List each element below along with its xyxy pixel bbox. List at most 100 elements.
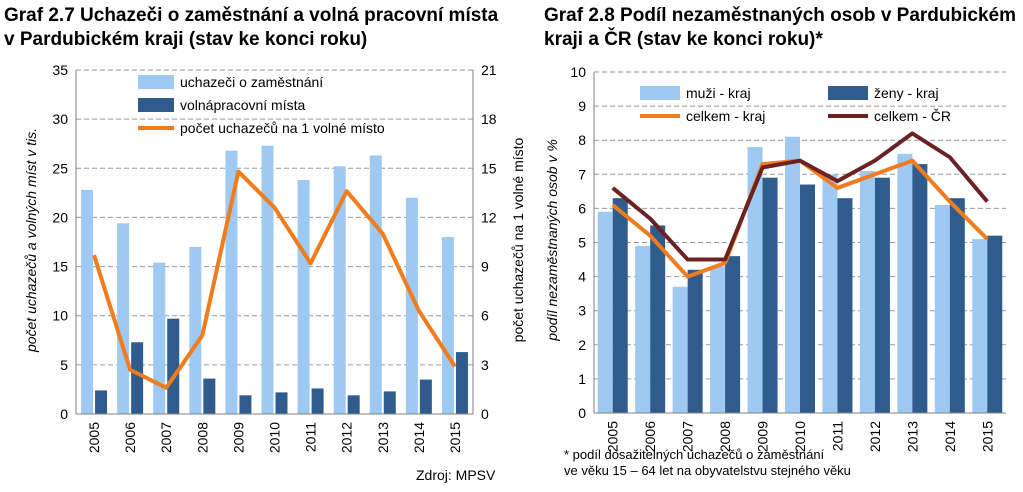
chart2-xtick: 2012 bbox=[867, 421, 883, 452]
chart1-ytick-left: 20 bbox=[52, 209, 68, 225]
source-note: Zdroj: MPSV bbox=[416, 467, 496, 483]
chart1-ytick-left: 5 bbox=[60, 357, 68, 373]
chart2-bar-muzi bbox=[635, 245, 651, 413]
chart2-bar-muzi bbox=[934, 204, 950, 413]
chart2-ytick: 4 bbox=[578, 269, 586, 285]
chart1-xtick: 2015 bbox=[447, 422, 463, 453]
chart1-ytick-left: 35 bbox=[52, 62, 68, 78]
chart2-ytick: 5 bbox=[578, 235, 586, 251]
footnote-line-1: * podíl dosažitelných uchazečů o zaměstn… bbox=[564, 447, 825, 462]
chart1-ytick-right: 15 bbox=[481, 160, 497, 176]
chart2-legend-muzi: muži - kraj bbox=[686, 85, 751, 101]
chart2-bar-muzi bbox=[747, 147, 763, 413]
chart2-bar-muzi bbox=[597, 211, 613, 413]
chart1-ytick-right: 12 bbox=[481, 209, 497, 225]
chart2-bar-muzi bbox=[822, 174, 838, 413]
chart2-bar-zeny bbox=[837, 198, 853, 413]
chart1-bar-uchazeci bbox=[405, 197, 418, 414]
chart1-bar-volna-mista bbox=[95, 390, 108, 414]
chart1-xtick: 2012 bbox=[339, 422, 355, 453]
chart2-legend-swatch-muzi bbox=[640, 86, 680, 100]
chart1-bar-volna-mista bbox=[455, 352, 468, 414]
chart2-xtick: 2008 bbox=[717, 421, 733, 452]
chart2-bar-zeny bbox=[687, 269, 703, 413]
chart2-legend-celkem-cr: celkem - ČR bbox=[874, 108, 951, 124]
chart1-bar-volna-mista bbox=[347, 395, 360, 414]
chart1-xtick: 2009 bbox=[230, 422, 246, 453]
chart2-bar-zeny bbox=[762, 177, 778, 413]
chart2-ylabel: podíl nezaměstnaných osob v % bbox=[544, 139, 560, 342]
chart1-ytick-left: 15 bbox=[52, 259, 68, 275]
chart2-bar-zeny bbox=[612, 198, 628, 413]
chart1-legend-swatch-volna bbox=[138, 98, 174, 112]
chart2-ytick: 10 bbox=[570, 64, 586, 80]
chart2-bar-zeny bbox=[874, 177, 890, 413]
chart1-legend-uchazeci: uchazeči o zaměstnání bbox=[180, 74, 323, 90]
chart2-xtick: 2015 bbox=[979, 421, 995, 452]
chart1-xtick: 2014 bbox=[411, 422, 427, 453]
chart1-ytick-right: 21 bbox=[481, 62, 497, 78]
chart1-bar-volna-mista bbox=[419, 379, 432, 414]
chart1-bar-volna-mista bbox=[239, 395, 252, 414]
chart1-ytick-right: 3 bbox=[481, 357, 489, 373]
chart1-bar-volna-mista bbox=[131, 342, 144, 414]
chart1-bar-volna-mista bbox=[311, 388, 324, 414]
chart2-legend-celkem-kraj: celkem - kraj bbox=[686, 108, 765, 124]
chart1-bar-volna-mista bbox=[275, 392, 288, 414]
chart1-title: Graf 2.7 Uchazeči o zaměstnání a volná p… bbox=[4, 5, 499, 50]
chart1-bar-uchazeci bbox=[117, 223, 130, 414]
chart2-xtick: 2006 bbox=[642, 421, 658, 452]
chart1-legend-swatch-uchazeci bbox=[138, 75, 174, 89]
chart1-xtick: 2008 bbox=[194, 422, 210, 453]
footnote-line-2: ve věku 15 – 64 let na obyvatelstvu stej… bbox=[564, 463, 851, 478]
chart2-bar-muzi bbox=[785, 136, 800, 414]
chart1-xtick: 2010 bbox=[267, 422, 283, 453]
chart1-bar-uchazeci bbox=[153, 262, 166, 414]
chart1-bar-volna-mista bbox=[203, 378, 216, 414]
chart1-bar-uchazeci bbox=[333, 166, 346, 414]
chart1-bar-volna-mista bbox=[383, 391, 396, 414]
chart2-ytick: 3 bbox=[578, 303, 586, 319]
chart2-ytick: 2 bbox=[578, 337, 586, 353]
chart1-bar-uchazeci bbox=[81, 189, 94, 414]
chart2-bar-zeny bbox=[650, 225, 666, 413]
chart2-legend-swatch-zeny bbox=[828, 86, 868, 100]
chart2-xtick: 2011 bbox=[829, 421, 845, 451]
chart2-bar-zeny bbox=[912, 164, 928, 413]
chart2-xtick: 2010 bbox=[792, 421, 808, 452]
chart2-bar-muzi bbox=[972, 239, 988, 413]
chart2-ytick: 9 bbox=[578, 98, 586, 114]
chart2-bar-muzi bbox=[859, 170, 875, 413]
chart2-xtick: 2009 bbox=[755, 421, 771, 452]
chart2-bar-zeny bbox=[987, 235, 1003, 413]
chart1-legend-line: počet uchazečů na 1 volné místo bbox=[180, 120, 385, 136]
chart1-ytick-left: 10 bbox=[52, 308, 68, 324]
chart2-bar-muzi bbox=[897, 153, 913, 413]
chart2-title: Graf 2.8 Podíl nezaměstnaných osob v Par… bbox=[544, 5, 1016, 50]
chart2-legend-zeny: ženy - kraj bbox=[874, 85, 939, 101]
chart1-bar-uchazeci bbox=[261, 145, 274, 414]
chart2-xtick: 2005 bbox=[605, 421, 621, 452]
chart2-bar-muzi bbox=[710, 266, 726, 413]
chart1-xtick: 2007 bbox=[158, 422, 174, 453]
chart1-bar-volna-mista bbox=[167, 318, 180, 414]
chart2-bar-zeny bbox=[725, 256, 741, 413]
chart2-ytick: 7 bbox=[578, 166, 586, 182]
chart1-ytick-right: 18 bbox=[481, 111, 497, 127]
chart2-ytick: 1 bbox=[578, 371, 586, 387]
chart2-line-celkem-cr bbox=[611, 131, 989, 262]
chart1-ytick-right: 0 bbox=[481, 406, 489, 422]
chart1-ytick-left: 0 bbox=[60, 406, 68, 422]
chart1-ytick-left: 30 bbox=[52, 111, 68, 127]
chart1-bar-uchazeci bbox=[441, 237, 454, 414]
chart2-xtick: 2013 bbox=[904, 421, 920, 452]
chart2-bar-zeny bbox=[800, 184, 815, 413]
chart1-ylabel-left: počet uchazečů a volných míst v tis. bbox=[23, 128, 39, 353]
chart2-ytick: 6 bbox=[578, 200, 586, 216]
chart1-ylabel-right: počet uchazečů na 1 volné místo bbox=[510, 137, 526, 342]
chart1-line-uchazeci-na-misto bbox=[92, 169, 457, 390]
chart1-ytick-right: 6 bbox=[481, 308, 489, 324]
chart1-legend-volna: volnápracovní místa bbox=[180, 97, 305, 113]
chart1-ytick-right: 9 bbox=[481, 259, 489, 275]
chart2-ytick: 0 bbox=[578, 405, 586, 421]
